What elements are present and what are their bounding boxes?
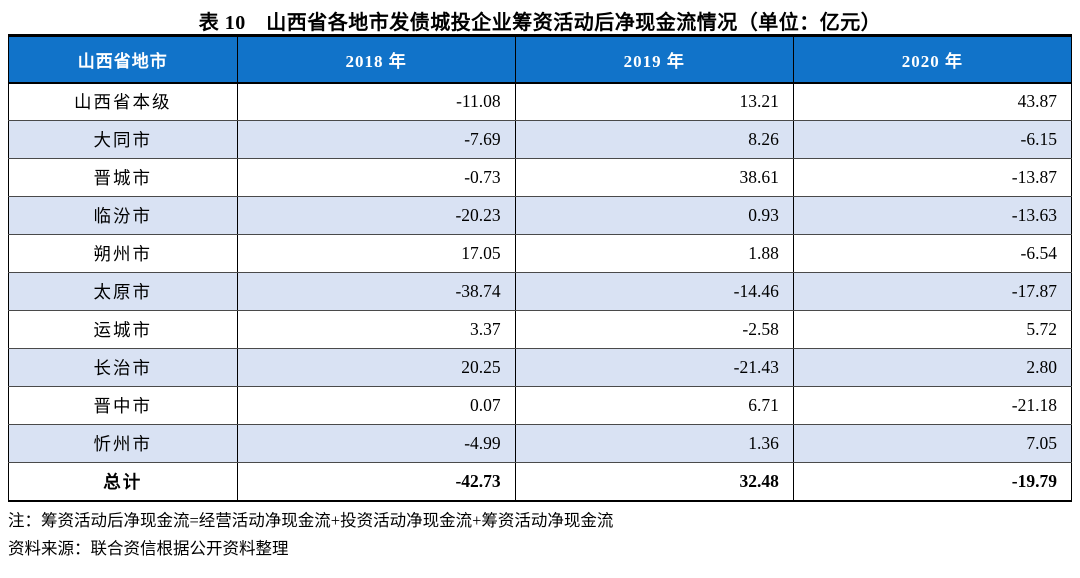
report-page: 表 10 山西省各地市发债城投企业筹资活动后净现金流情况（单位：亿元） 山西省地… bbox=[8, 12, 1073, 563]
region-cell: 晋中市 bbox=[8, 386, 238, 425]
value-cell: 8.26 bbox=[514, 120, 794, 159]
table-title: 表 10 山西省各地市发债城投企业筹资活动后净现金流情况（单位：亿元） bbox=[198, 12, 882, 34]
table-note: 注：筹资活动后净现金流=经营活动净现金流+投资活动净现金流+筹资活动净现金流 bbox=[8, 510, 614, 530]
value-cell: 1.36 bbox=[514, 424, 794, 463]
value-cell: 5.72 bbox=[792, 310, 1073, 349]
value-cell: 17.05 bbox=[236, 234, 516, 273]
table-row: 太原市 -38.74 -14.46 -17.87 bbox=[8, 272, 1073, 311]
value-cell: -6.15 bbox=[792, 120, 1073, 159]
total-value-2020: -19.79 bbox=[792, 462, 1073, 502]
table-row: 大同市 -7.69 8.26 -6.15 bbox=[8, 120, 1073, 159]
total-value-2019: 32.48 bbox=[514, 462, 794, 502]
header-row: 山西省地市 2018 年 2019 年 2020 年 bbox=[8, 34, 1073, 84]
column-header-2020: 2020 年 bbox=[792, 34, 1073, 84]
value-cell: -2.58 bbox=[514, 310, 794, 349]
column-header-2019: 2019 年 bbox=[514, 34, 794, 84]
value-cell: 7.05 bbox=[792, 424, 1073, 463]
table-row: 长治市 20.25 -21.43 2.80 bbox=[8, 348, 1073, 387]
value-cell: -17.87 bbox=[792, 272, 1073, 311]
table-row: 山西省本级 -11.08 13.21 43.87 bbox=[8, 82, 1073, 121]
value-cell: -13.87 bbox=[792, 158, 1073, 197]
column-header-2018: 2018 年 bbox=[236, 34, 516, 84]
table-row: 朔州市 17.05 1.88 -6.54 bbox=[8, 234, 1073, 273]
value-cell: -21.43 bbox=[514, 348, 794, 387]
value-cell: -14.46 bbox=[514, 272, 794, 311]
table-footnotes: 注：筹资活动后净现金流=经营活动净现金流+投资活动净现金流+筹资活动净现金流 资… bbox=[8, 507, 1072, 563]
column-header-region: 山西省地市 bbox=[8, 34, 238, 84]
value-cell: -13.63 bbox=[792, 196, 1073, 235]
value-cell: -4.99 bbox=[236, 424, 516, 463]
value-cell: -7.69 bbox=[236, 120, 516, 159]
table-row: 忻州市 -4.99 1.36 7.05 bbox=[8, 424, 1073, 463]
total-label: 总计 bbox=[8, 462, 238, 502]
value-cell: 43.87 bbox=[792, 82, 1073, 121]
value-cell: 1.88 bbox=[514, 234, 794, 273]
value-cell: 38.61 bbox=[514, 158, 794, 197]
value-cell: 20.25 bbox=[236, 348, 516, 387]
value-cell: 13.21 bbox=[514, 82, 794, 121]
table-row: 晋城市 -0.73 38.61 -13.87 bbox=[8, 158, 1073, 197]
region-cell: 晋城市 bbox=[8, 158, 238, 197]
table-row: 临汾市 -20.23 0.93 -13.63 bbox=[8, 196, 1073, 235]
table-row: 运城市 3.37 -2.58 5.72 bbox=[8, 310, 1073, 349]
total-row: 总计 -42.73 32.48 -19.79 bbox=[8, 462, 1073, 502]
value-cell: 3.37 bbox=[236, 310, 516, 349]
table-row: 晋中市 0.07 6.71 -21.18 bbox=[8, 386, 1073, 425]
value-cell: -0.73 bbox=[236, 158, 516, 197]
region-cell: 朔州市 bbox=[8, 234, 238, 273]
region-cell: 忻州市 bbox=[8, 424, 238, 463]
region-cell: 长治市 bbox=[8, 348, 238, 387]
region-cell: 运城市 bbox=[8, 310, 238, 349]
value-cell: -11.08 bbox=[236, 82, 516, 121]
value-cell: -21.18 bbox=[792, 386, 1073, 425]
value-cell: 2.80 bbox=[792, 348, 1073, 387]
value-cell: -6.54 bbox=[792, 234, 1073, 273]
region-cell: 山西省本级 bbox=[8, 82, 238, 121]
net-cashflow-table: 山西省地市 2018 年 2019 年 2020 年 山西省本级 -11.08 13… bbox=[8, 34, 1073, 502]
value-cell: -20.23 bbox=[236, 196, 516, 235]
value-cell: 0.93 bbox=[514, 196, 794, 235]
region-cell: 太原市 bbox=[8, 272, 238, 311]
data-source-note: 资料来源：联合资信根据公开资料整理 bbox=[8, 538, 289, 558]
value-cell: 6.71 bbox=[514, 386, 794, 425]
region-cell: 临汾市 bbox=[8, 196, 238, 235]
value-cell: -38.74 bbox=[236, 272, 516, 311]
region-cell: 大同市 bbox=[8, 120, 238, 159]
total-value-2018: -42.73 bbox=[236, 462, 516, 502]
value-cell: 0.07 bbox=[236, 386, 516, 425]
